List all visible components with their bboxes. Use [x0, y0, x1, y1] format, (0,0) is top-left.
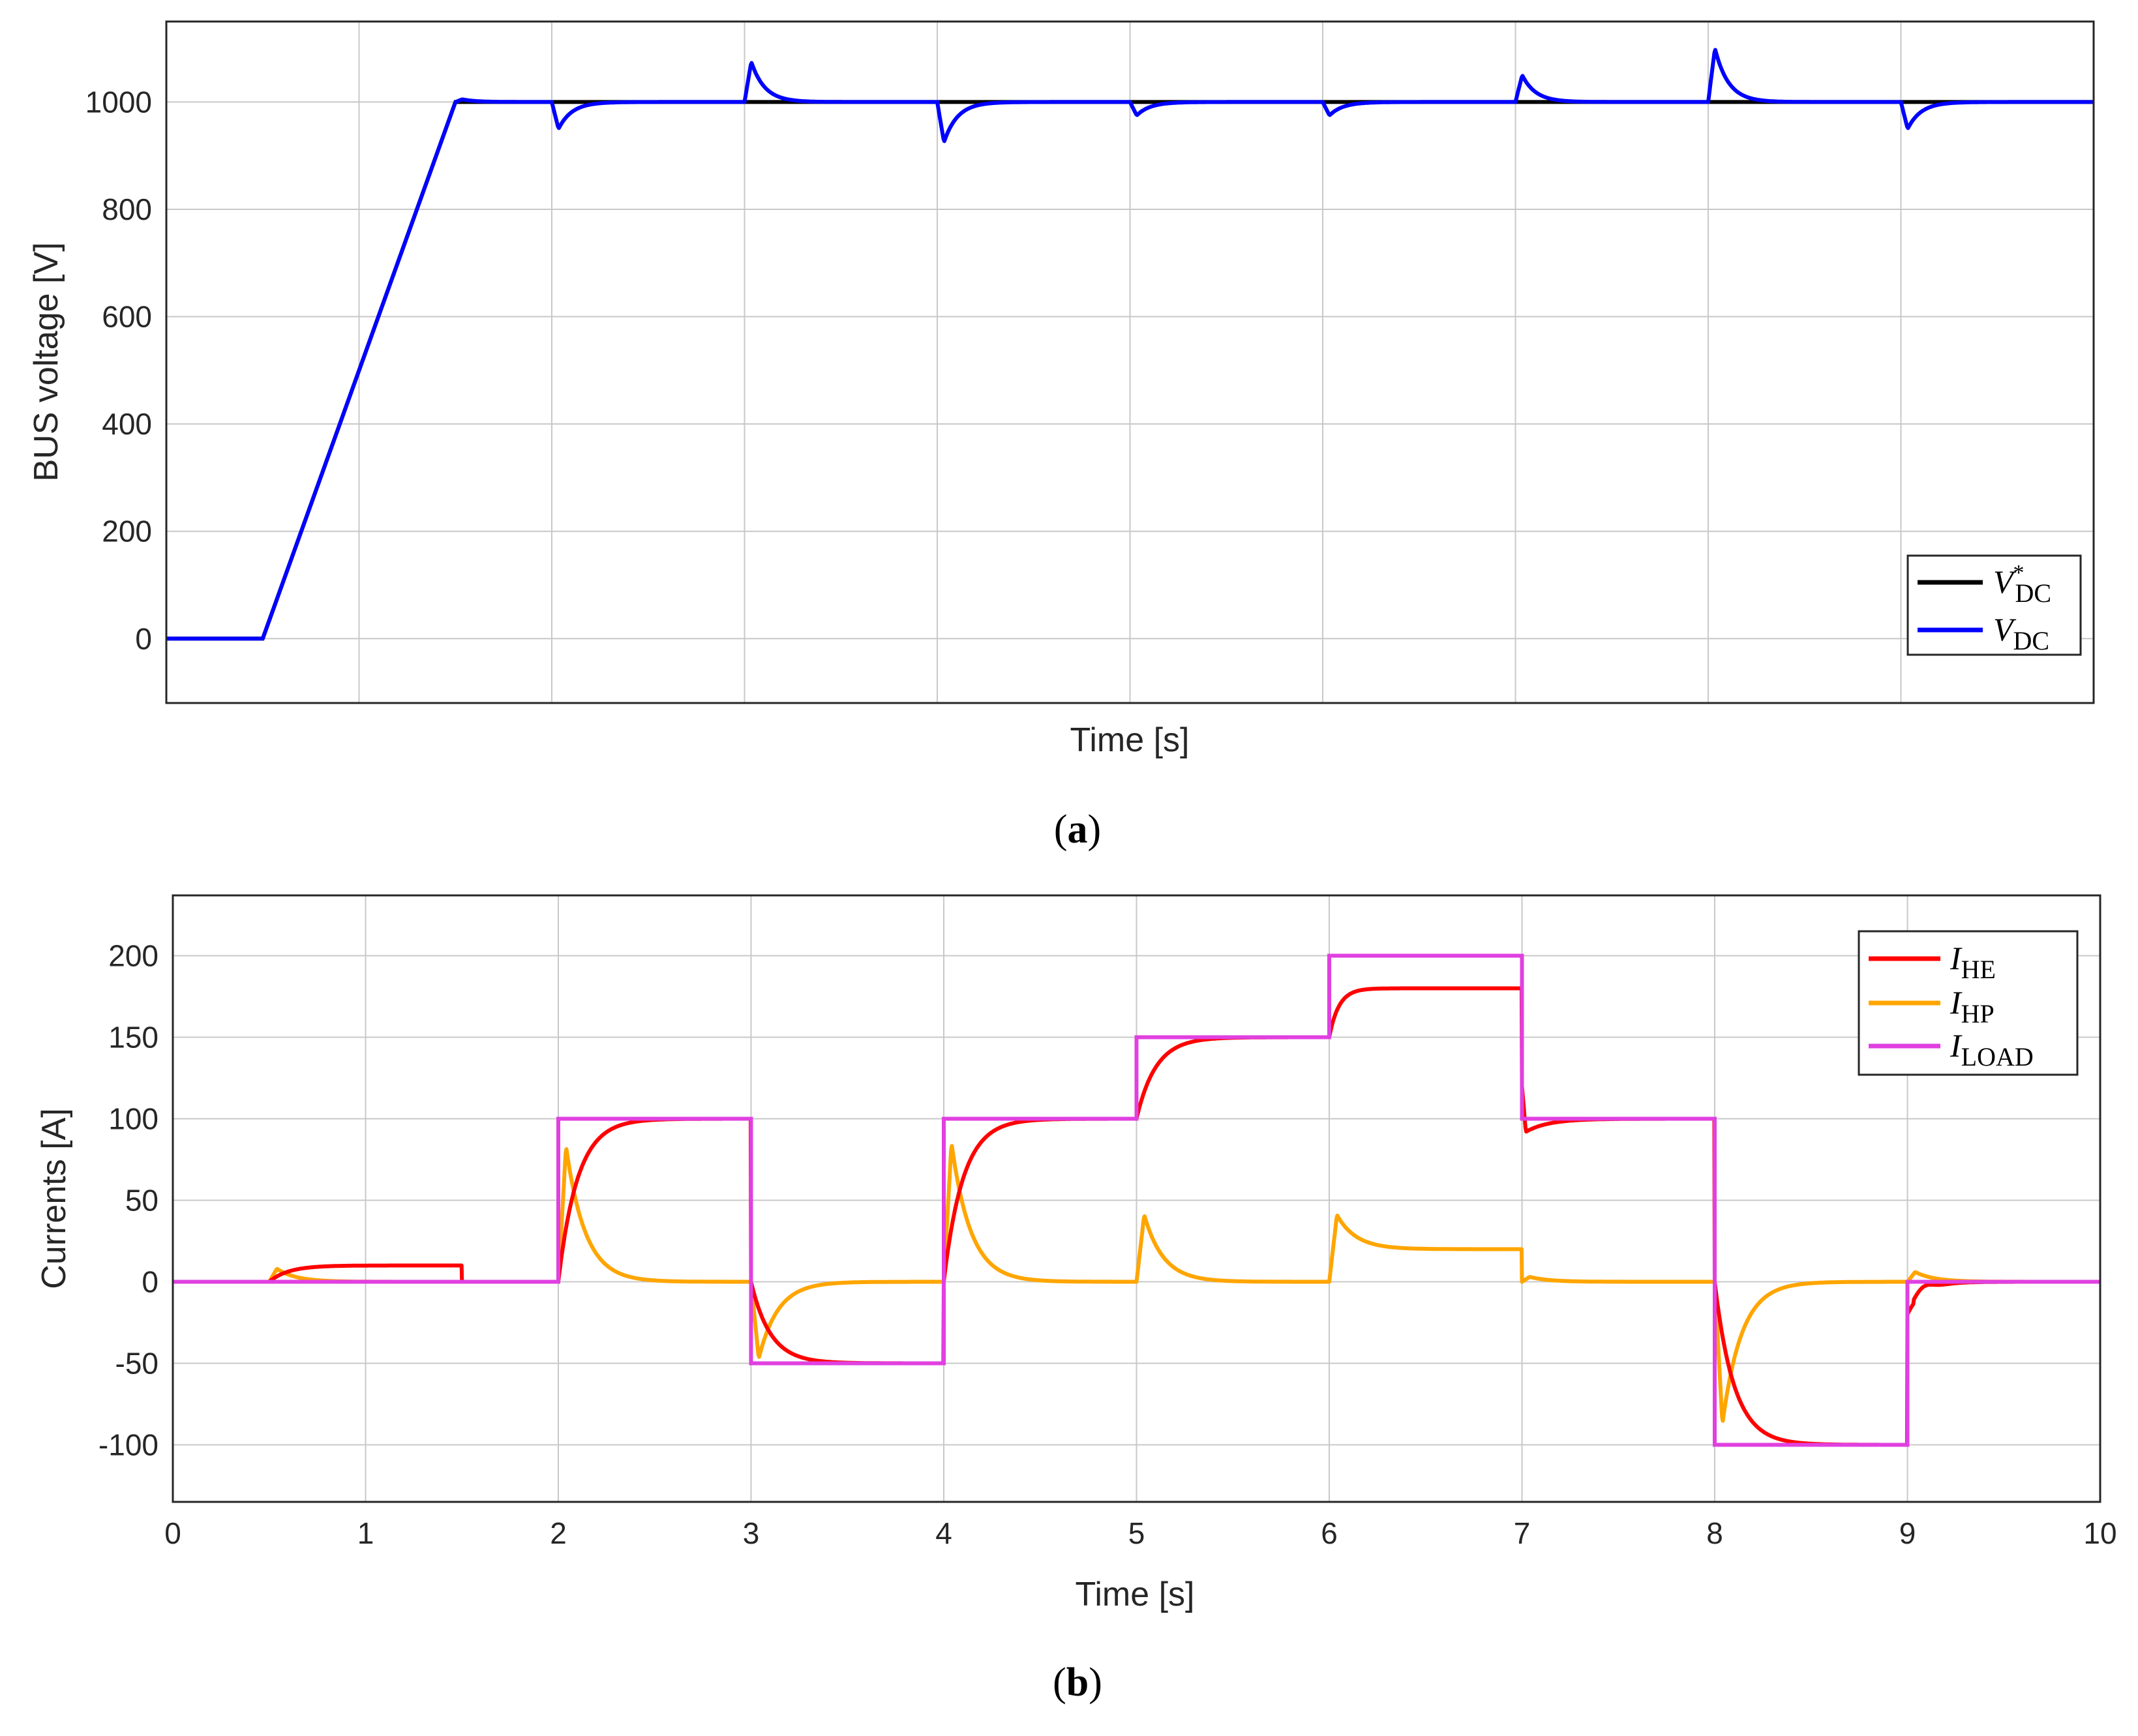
panel-label-open: ( — [1054, 807, 1068, 852]
legend-symbol: I — [1950, 1027, 1963, 1064]
panel-label-close: ) — [1089, 1660, 1102, 1705]
x-tick-label: 8 — [1706, 1516, 1723, 1550]
legend-subscript: DC — [2013, 626, 2050, 655]
y-tick-label: 150 — [108, 1021, 158, 1055]
x-axis-label-b: Time [s] — [1076, 1576, 1195, 1613]
x-tick-label: 1 — [357, 1516, 374, 1550]
x-tick-label: 6 — [1321, 1516, 1338, 1550]
y-tick-label: 600 — [102, 300, 152, 334]
x-tick-label: 3 — [743, 1516, 760, 1550]
legend-entry-vdc: VDC — [1993, 611, 2049, 655]
series-a — [166, 48, 2094, 641]
x-tick-label: 5 — [1128, 1516, 1145, 1550]
x-tick-label: 10 — [2083, 1516, 2116, 1550]
panel-b-currents-chart: -100 -50 0 50 100 150 200 0 1 2 3 4 5 6 7 8 9 10 Current… — [35, 894, 2117, 1705]
legend-entry-vdc-ref: V* DC — [1993, 561, 2051, 608]
legend-symbol: I — [1950, 984, 1963, 1021]
x-tick-label: 7 — [1514, 1516, 1531, 1550]
legend-symbol: V — [1993, 611, 2017, 648]
y-axis-label-a: BUS voltage [V] — [27, 242, 65, 481]
panel-label-open: ( — [1053, 1660, 1066, 1705]
series-b — [171, 953, 2101, 1447]
y-tick-label: 800 — [102, 192, 152, 226]
series-i-load — [173, 953, 2100, 1447]
legend-subscript: LOAD — [1961, 1042, 2034, 1071]
legend-subscript: HP — [1961, 999, 1995, 1028]
x-tick-labels-b: 0 1 2 3 4 5 6 7 8 9 10 — [164, 1516, 2116, 1550]
panel-label-letter: b — [1066, 1660, 1089, 1705]
plot-frame-a — [165, 20, 2095, 704]
panel-a-voltage-chart: 0 200 400 600 800 1000 BUS voltage [V] Time [… — [27, 20, 2095, 852]
y-tick-label: 200 — [102, 515, 152, 548]
legend-entry-i-he: IHE — [1950, 940, 1996, 984]
x-axis-label-a: Time [s] — [1070, 721, 1190, 759]
y-tick-label: -100 — [98, 1428, 158, 1462]
panel-label-b: (b) — [1053, 1660, 1102, 1705]
legend-a: V* DC VDC — [1906, 554, 2082, 656]
panel-label-letter: a — [1068, 807, 1088, 852]
legend-subscript: HE — [1961, 955, 1996, 984]
legend-subscript: DC — [2015, 578, 2052, 608]
y-tick-label: 1000 — [85, 85, 152, 119]
x-tick-label: 4 — [935, 1516, 952, 1550]
x-tick-label: 2 — [550, 1516, 567, 1550]
series-vdc — [166, 48, 2094, 641]
legend-symbol: I — [1950, 940, 1963, 976]
y-tick-label: -50 — [115, 1347, 158, 1381]
legend-symbol: V — [1993, 563, 2017, 600]
plot-frame-b — [172, 894, 2101, 1503]
x-tick-label: 0 — [164, 1516, 181, 1550]
x-tick-label: 9 — [1899, 1516, 1916, 1550]
y-tick-label: 100 — [108, 1102, 158, 1136]
y-tick-label: 50 — [125, 1184, 158, 1218]
y-tick-labels-b: -100 -50 0 50 100 150 200 — [98, 939, 158, 1462]
legend-entry-i-hp: IHP — [1950, 984, 1995, 1028]
y-tick-label: 0 — [142, 1265, 158, 1299]
panel-label-a: (a) — [1054, 807, 1101, 852]
y-tick-label: 200 — [108, 939, 158, 973]
legend-b: IHE IHP ILOAD — [1858, 930, 2079, 1076]
y-tick-labels-a: 0 200 400 600 800 1000 — [85, 85, 152, 655]
panel-label-close: ) — [1088, 807, 1102, 852]
y-tick-label: 400 — [102, 407, 152, 441]
y-axis-label-b: Currents [A] — [35, 1108, 73, 1289]
legend-superscript: * — [2013, 561, 2025, 585]
legend-box-a — [1906, 554, 2082, 656]
legend-entry-i-load: ILOAD — [1950, 1027, 2034, 1071]
y-tick-label: 0 — [135, 621, 152, 655]
